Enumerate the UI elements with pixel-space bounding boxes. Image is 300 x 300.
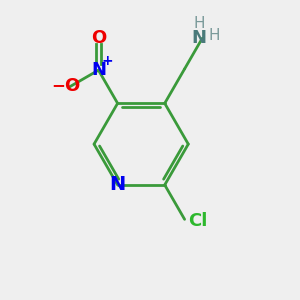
Text: N: N xyxy=(110,176,126,194)
Text: N: N xyxy=(91,61,106,79)
Text: N: N xyxy=(192,29,207,47)
Text: O: O xyxy=(91,29,106,47)
Text: −: − xyxy=(51,76,65,94)
Text: O: O xyxy=(64,77,80,95)
Text: H: H xyxy=(194,16,205,31)
Text: Cl: Cl xyxy=(188,212,208,230)
Text: +: + xyxy=(101,54,113,68)
Text: H: H xyxy=(209,28,220,44)
